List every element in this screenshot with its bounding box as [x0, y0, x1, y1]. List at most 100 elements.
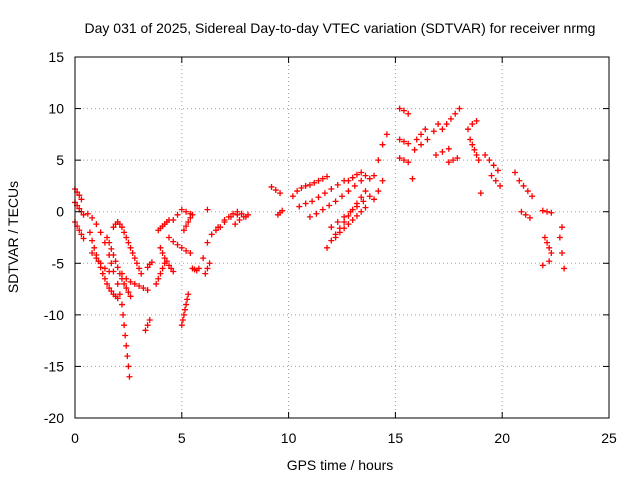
data-point — [471, 146, 478, 153]
data-point — [465, 126, 472, 133]
data-point — [76, 227, 83, 234]
data-point — [556, 234, 563, 241]
data-point — [221, 216, 228, 223]
data-point — [559, 249, 566, 256]
y-axis-label: SDTVAR / TECUs — [5, 181, 21, 293]
y-tick-label: -20 — [44, 410, 64, 426]
data-point — [245, 211, 252, 218]
data-point — [353, 212, 360, 219]
data-point — [204, 206, 211, 213]
x-axis-label: GPS time / hours — [287, 457, 394, 473]
data-point — [445, 159, 452, 166]
data-point — [183, 301, 190, 308]
data-point — [184, 296, 191, 303]
data-point — [195, 265, 202, 272]
data-point — [178, 322, 185, 329]
data-point — [185, 219, 192, 226]
data-point — [121, 322, 128, 329]
data-point — [200, 255, 207, 262]
data-point — [116, 221, 123, 228]
data-point — [524, 188, 531, 195]
data-point — [430, 128, 437, 135]
data-point — [204, 265, 211, 272]
data-point — [89, 249, 96, 256]
data-point — [548, 249, 555, 256]
data-point — [450, 157, 457, 164]
y-tick-label: -15 — [44, 358, 64, 374]
data-point — [122, 332, 129, 339]
data-point — [155, 275, 162, 282]
data-point — [108, 288, 115, 295]
data-point — [114, 295, 121, 302]
data-point — [424, 136, 431, 143]
data-point — [313, 210, 320, 217]
data-point — [153, 280, 160, 287]
data-point — [473, 151, 480, 158]
data-point — [520, 182, 527, 189]
data-point — [125, 363, 132, 370]
data-point — [97, 229, 104, 236]
data-point — [125, 239, 132, 246]
data-point — [371, 196, 378, 203]
data-point — [76, 205, 83, 212]
data-point — [230, 210, 237, 217]
data-point — [225, 213, 232, 220]
data-point — [144, 287, 151, 294]
data-point — [332, 234, 339, 241]
data-point — [165, 234, 172, 241]
data-point — [159, 265, 166, 272]
data-point — [477, 190, 484, 197]
data-point — [157, 270, 164, 277]
data-point — [118, 301, 125, 308]
data-point — [93, 221, 100, 228]
data-point — [178, 244, 185, 251]
data-point — [165, 262, 172, 269]
data-point — [409, 175, 416, 182]
data-point — [422, 126, 429, 133]
data-point — [189, 211, 196, 218]
data-point — [183, 223, 190, 230]
data-point — [170, 238, 177, 245]
data-point — [349, 216, 356, 223]
data-point — [339, 193, 345, 200]
data-point — [439, 126, 446, 133]
data-point — [306, 213, 313, 220]
data-point — [561, 265, 568, 272]
data-point — [469, 121, 476, 128]
data-point — [174, 211, 181, 218]
data-point — [170, 216, 177, 223]
data-point — [418, 131, 425, 138]
data-point — [123, 234, 130, 241]
y-tick-label: 10 — [48, 101, 64, 117]
y-tick-labels: -20 -15 -10 -5 0 5 10 15 — [44, 49, 64, 426]
data-point — [99, 270, 106, 277]
data-point — [108, 260, 115, 267]
data-point — [454, 155, 461, 162]
data-point — [445, 145, 452, 152]
data-point — [240, 213, 247, 220]
data-point — [183, 247, 190, 254]
x-tick-label: 15 — [388, 430, 404, 446]
plot-frame — [74, 56, 610, 419]
data-point — [144, 322, 151, 329]
data-point — [116, 291, 123, 298]
data-point — [170, 268, 177, 275]
data-point — [133, 260, 140, 267]
data-point — [76, 192, 83, 199]
data-point — [179, 317, 186, 324]
data-point — [360, 198, 367, 205]
data-point — [324, 244, 331, 251]
data-point — [114, 280, 121, 287]
data-point — [234, 208, 241, 215]
data-point — [118, 270, 125, 277]
data-point — [405, 140, 412, 147]
data-point — [236, 216, 243, 223]
data-point — [202, 270, 209, 277]
x-tick-label: 0 — [71, 430, 79, 446]
data-point — [121, 280, 128, 287]
data-point — [168, 265, 175, 272]
data-point — [334, 219, 341, 226]
data-point — [114, 264, 121, 271]
data-point — [268, 183, 275, 190]
y-tick-label: -10 — [44, 307, 64, 323]
